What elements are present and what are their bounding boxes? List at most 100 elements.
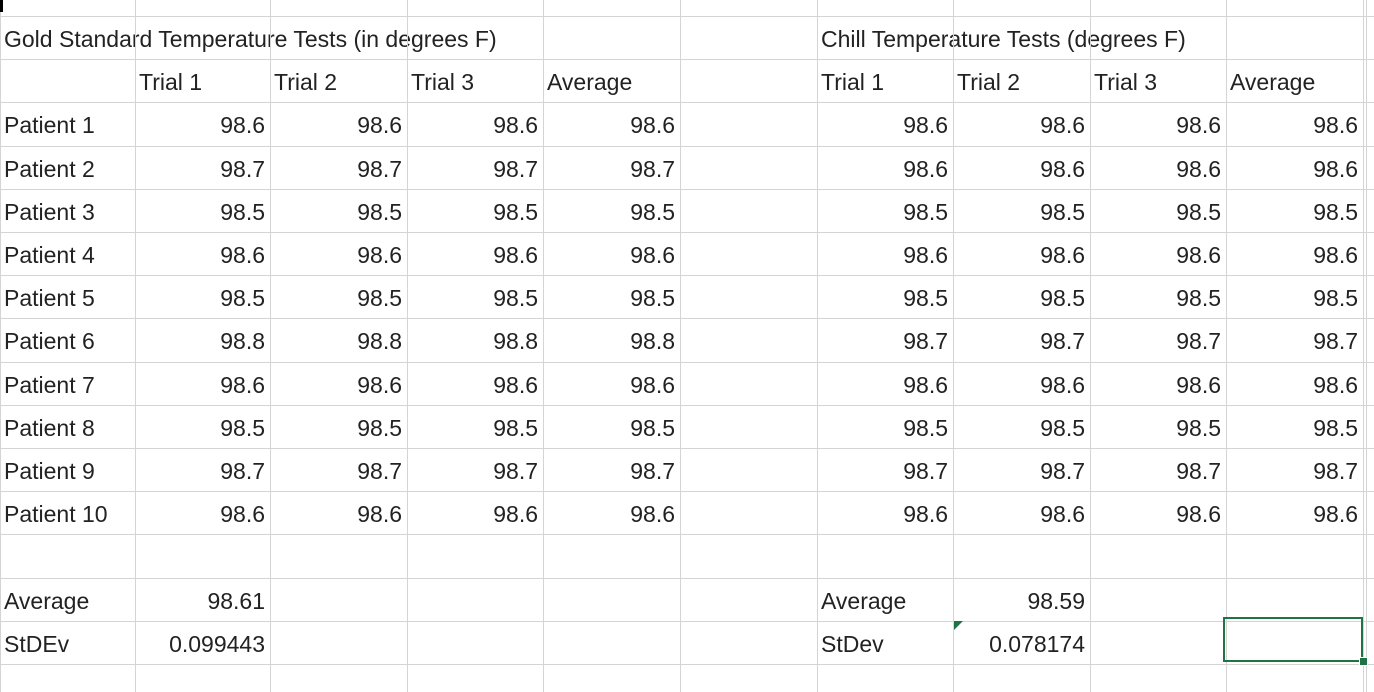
cell-value: 98.5 [630, 285, 675, 311]
cell-value: 98.7 [630, 156, 675, 182]
cell-value: 98.6 [1313, 156, 1358, 182]
cell-value: 98.5 [1176, 285, 1221, 311]
cell-value: 98.6 [1176, 156, 1221, 182]
cell-value: 98.6 [630, 112, 675, 138]
row-label: Patient 10 [4, 501, 108, 527]
grid-line [543, 0, 544, 692]
column-header: Trial 3 [411, 69, 475, 95]
column-header: Trial 2 [274, 69, 338, 95]
cell-value: 98.7 [1176, 458, 1221, 484]
cell-value: 98.6 [1176, 112, 1221, 138]
grid-line [0, 534, 1374, 535]
cell-value: 98.6 [1040, 156, 1085, 182]
cell-value: 98.6 [220, 501, 265, 527]
cell-value: 98.5 [220, 285, 265, 311]
fill-handle[interactable] [1359, 657, 1368, 666]
summary-value: 98.61 [207, 588, 265, 614]
summary-value: 0.078174 [989, 631, 1085, 657]
cell-value: 98.7 [1040, 458, 1085, 484]
summary-label: StDEv [4, 631, 70, 657]
grid-line [1366, 0, 1367, 692]
column-header: Average [1230, 69, 1316, 95]
grid-line [680, 0, 681, 692]
grid-line [407, 0, 408, 692]
cell-value: 98.6 [493, 501, 538, 527]
grid-line [0, 405, 1374, 406]
row-label: Patient 4 [4, 242, 95, 268]
cell-value: 98.6 [1040, 501, 1085, 527]
grid-line [0, 189, 1374, 190]
cell-value: 98.6 [1313, 372, 1358, 398]
cell-value: 98.7 [357, 156, 402, 182]
row-label: Patient 1 [4, 112, 95, 138]
grid-line [0, 664, 1374, 665]
cell-value: 98.6 [1176, 242, 1221, 268]
cell-value: 98.5 [1176, 199, 1221, 225]
cell-value: 98.5 [1176, 415, 1221, 441]
cell-value: 98.5 [1040, 199, 1085, 225]
grid-line [1090, 0, 1091, 692]
row-label: Patient 8 [4, 415, 95, 441]
cell-value: 98.7 [493, 458, 538, 484]
grid-line [1363, 0, 1364, 692]
cell-value: 98.5 [1313, 199, 1358, 225]
cell-value: 98.5 [493, 415, 538, 441]
column-header: Trial 1 [139, 69, 203, 95]
cell-value: 98.5 [493, 199, 538, 225]
summary-label: Average [821, 588, 907, 614]
summary-label: Average [4, 588, 90, 614]
column-header: Trial 2 [957, 69, 1021, 95]
grid-line [0, 491, 1374, 492]
summary-value: 0.099443 [169, 631, 265, 657]
grid-line [0, 232, 1374, 233]
grid-line [0, 16, 1374, 17]
grid-line [0, 102, 1374, 103]
cell-value: 98.5 [357, 199, 402, 225]
cell-value: 98.7 [903, 458, 948, 484]
cell-value: 98.6 [220, 372, 265, 398]
cell-value: 98.8 [493, 328, 538, 354]
cell-value: 98.6 [493, 372, 538, 398]
comment-indicator [954, 621, 963, 630]
cell-value: 98.7 [630, 458, 675, 484]
cell-value: 98.8 [357, 328, 402, 354]
cell-value: 98.6 [220, 242, 265, 268]
row-label: Patient 3 [4, 199, 95, 225]
cell-value: 98.6 [493, 242, 538, 268]
grid-line [0, 275, 1374, 276]
cell-value: 98.5 [903, 199, 948, 225]
cell-value: 98.7 [1313, 328, 1358, 354]
cell-value: 98.6 [903, 242, 948, 268]
cell-value: 98.5 [357, 285, 402, 311]
grid-line [135, 0, 136, 692]
column-header: Trial 1 [821, 69, 885, 95]
selected-cell[interactable] [1223, 617, 1363, 662]
grid-line [0, 362, 1374, 363]
cell-value: 98.5 [903, 285, 948, 311]
cell-value: 98.5 [630, 199, 675, 225]
cell-value: 98.6 [357, 501, 402, 527]
cell-value: 98.7 [220, 458, 265, 484]
cell-value: 98.5 [1313, 415, 1358, 441]
cell-value: 98.6 [903, 156, 948, 182]
cell-value: 98.6 [903, 372, 948, 398]
cell-value: 98.6 [1176, 372, 1221, 398]
cell-value: 98.5 [220, 415, 265, 441]
grid-line [0, 146, 1374, 147]
cell-value: 98.5 [1040, 415, 1085, 441]
row-label: Patient 5 [4, 285, 95, 311]
cell-value: 98.6 [493, 112, 538, 138]
column-header: Average [547, 69, 633, 95]
column-header: Trial 3 [1094, 69, 1158, 95]
row-label: Patient 9 [4, 458, 95, 484]
row-label: Patient 2 [4, 156, 95, 182]
row-label: Patient 7 [4, 372, 95, 398]
cell-value: 98.5 [220, 199, 265, 225]
cell-value: 98.7 [1040, 328, 1085, 354]
cell-value: 98.8 [630, 328, 675, 354]
cell-value: 98.7 [357, 458, 402, 484]
grid-line [270, 0, 271, 692]
cell-value: 98.6 [1313, 112, 1358, 138]
grid-line [1226, 0, 1227, 692]
summary-label: StDev [821, 631, 884, 657]
